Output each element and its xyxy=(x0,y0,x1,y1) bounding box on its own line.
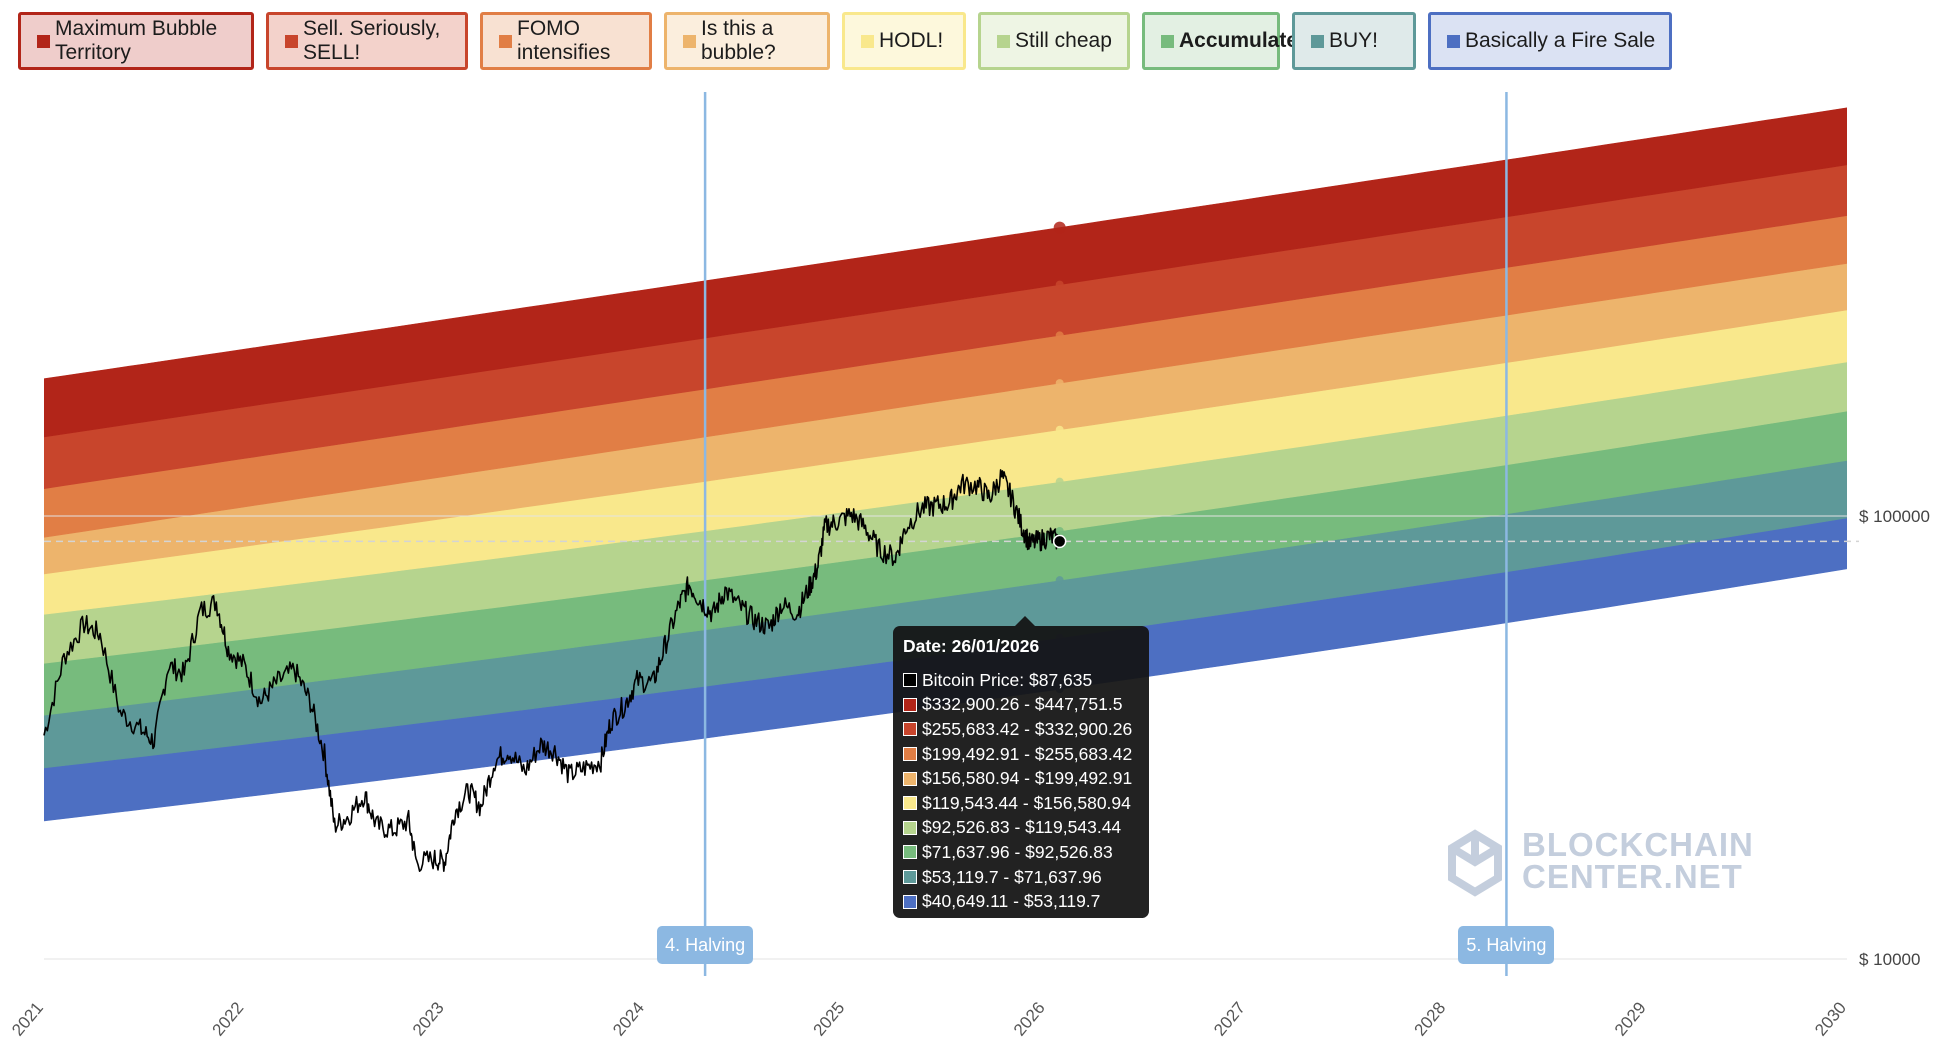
legend-label: Maximum Bubble Territory xyxy=(55,17,218,64)
legend-swatch-icon xyxy=(1447,34,1460,48)
tooltip-row-text: $199,492.91 - $255,683.42 xyxy=(922,743,1133,764)
legend-swatch-icon xyxy=(285,34,298,48)
tooltip-row: $53,119.7 - $71,637.96 xyxy=(903,865,1139,890)
tooltip-row-text: $71,637.96 - $92,526.83 xyxy=(922,841,1113,862)
x-tick-label: 2026 xyxy=(1010,998,1049,1039)
band-marker-dot xyxy=(1055,331,1064,340)
band-marker-dot xyxy=(1055,425,1064,434)
legend-toggle-3[interactable]: Is this a bubble? xyxy=(664,12,830,70)
x-tick-label: 2027 xyxy=(1210,998,1249,1039)
tooltip-date: Date: 26/01/2026 xyxy=(903,636,1040,656)
legend-swatch-icon xyxy=(499,34,512,48)
x-tick-label: 2022 xyxy=(209,998,248,1039)
band-marker-dot xyxy=(1055,280,1064,289)
legend-toggle-7[interactable]: BUY! xyxy=(1292,12,1416,70)
halving-label: 5. Halving xyxy=(1458,926,1555,964)
x-tick-label: 2021 xyxy=(8,998,47,1039)
tooltip-swatch-icon xyxy=(903,894,917,909)
x-tick-label: 2029 xyxy=(1611,998,1650,1039)
x-tick-label: 2028 xyxy=(1411,998,1450,1039)
x-tick-label: 2030 xyxy=(1811,998,1850,1039)
tooltip-swatch-icon xyxy=(903,697,917,712)
band-marker-dot xyxy=(1053,221,1066,234)
y-axis: $ 100000 $ 10000 xyxy=(1859,507,1930,969)
legend-toggle-0[interactable]: Maximum Bubble Territory xyxy=(18,12,254,70)
rainbow-band-8 xyxy=(44,107,1847,438)
legend-label: Is this a bubble? xyxy=(701,17,776,64)
tooltip-rows: Bitcoin Price: $87,635 $332,900.26 - $447… xyxy=(903,668,1139,914)
tooltip-row: $119,543.44 - $156,580.94 xyxy=(903,791,1139,816)
watermark-line-2: CENTER.NET xyxy=(1522,858,1743,895)
legend-label: Accumulate xyxy=(1179,29,1299,52)
hover-tooltip: Date: 26/01/2026 Bitcoin Price: $87,635 $… xyxy=(893,626,1149,918)
x-axis: 2021 2022 2023 2024 2025 2026 2027 2028 2029 2030 xyxy=(8,998,1850,1039)
bitcoin-price-line xyxy=(43,469,1061,872)
band-marker-dot xyxy=(1055,379,1064,388)
blockchaincenter-watermark: BLOCKCHAIN CENTER.NET xyxy=(1440,810,1753,910)
tooltip-row: $40,649.11 - $53,119.7 xyxy=(903,889,1139,914)
tooltip-row-text: Bitcoin Price: $87,635 xyxy=(922,669,1093,690)
legend-toggle-1[interactable]: Sell. Seriously, SELL! xyxy=(266,12,468,70)
tooltip-swatch-icon xyxy=(903,870,917,885)
y-tick-label: $ 100000 xyxy=(1859,507,1930,526)
x-tick-label: 2025 xyxy=(810,998,849,1039)
tooltip-swatch-icon xyxy=(903,820,917,835)
tooltip-row-text: $156,580.94 - $199,492.91 xyxy=(922,768,1133,789)
tooltip-row: $71,637.96 - $92,526.83 xyxy=(903,840,1139,865)
legend-label: Basically a Fire Sale xyxy=(1465,29,1656,52)
legend-toggle-4[interactable]: HODL! xyxy=(842,12,966,70)
current-price-marker xyxy=(1052,534,1067,549)
blockchaincenter-logo-icon xyxy=(1448,829,1502,897)
legend-swatch-icon xyxy=(1311,34,1324,48)
legend-label: Still cheap xyxy=(1015,29,1112,52)
band-marker-dot xyxy=(1055,576,1064,585)
legend-label: HODL! xyxy=(879,29,944,52)
legend-label: Sell. Seriously, SELL! xyxy=(303,17,441,64)
legend-toggle-8[interactable]: Basically a Fire Sale xyxy=(1428,12,1672,70)
tooltip-row-text: $53,119.7 - $71,637.96 xyxy=(922,866,1102,887)
legend-swatch-icon xyxy=(997,34,1010,48)
legend-toggle-5[interactable]: Still cheap xyxy=(978,12,1130,70)
band-marker-dot xyxy=(1055,526,1064,535)
halving-lines xyxy=(703,92,1508,976)
legend-swatch-icon xyxy=(683,34,696,48)
tooltip-swatch-icon xyxy=(903,845,917,860)
tooltip-swatch-icon xyxy=(903,722,917,737)
legend-swatch-icon xyxy=(1161,34,1174,48)
halving-label: 4. Halving xyxy=(657,926,754,964)
legend-toggle-2[interactable]: FOMO intensifies xyxy=(480,12,652,70)
rainbow-bands xyxy=(44,107,1847,822)
tooltip-swatch-icon xyxy=(903,673,917,688)
legend-swatch-icon xyxy=(37,34,50,48)
tooltip-row: $332,900.26 - $447,751.5 xyxy=(903,693,1139,718)
band-marker-dot xyxy=(1055,477,1064,486)
price-series xyxy=(43,469,1067,872)
legend-toggle-6[interactable]: Accumulate xyxy=(1142,12,1298,70)
tooltip-row-text: $119,543.44 - $156,580.94 xyxy=(922,792,1131,813)
legend-label: BUY! xyxy=(1329,29,1379,52)
tooltip-row-text: $332,900.26 - $447,751.5 xyxy=(922,694,1123,715)
tooltip-swatch-icon xyxy=(903,796,917,811)
tooltip-row-text: $92,526.83 - $119,543.44 xyxy=(922,817,1122,838)
legend-swatch-icon xyxy=(861,34,874,48)
x-tick-label: 2024 xyxy=(609,998,648,1039)
watermark-line-1: BLOCKCHAIN xyxy=(1522,826,1754,863)
tooltip-row: $199,492.91 - $255,683.42 xyxy=(903,742,1139,767)
legend-label: FOMO intensifies xyxy=(517,17,611,64)
tooltip-row-text: $255,683.42 - $332,900.26 xyxy=(922,718,1133,739)
x-tick-label: 2023 xyxy=(409,998,448,1039)
tooltip-row: Bitcoin Price: $87,635 xyxy=(903,668,1139,693)
tooltip-row: $92,526.83 - $119,543.44 xyxy=(903,816,1139,841)
tooltip-row-text: $40,649.11 - $53,119.7 xyxy=(922,891,1101,912)
tooltip-row: $255,683.42 - $332,900.26 xyxy=(903,717,1139,742)
tooltip-row: $156,580.94 - $199,492.91 xyxy=(903,766,1139,791)
tooltip-swatch-icon xyxy=(903,747,917,762)
y-tick-label: $ 10000 xyxy=(1859,950,1920,969)
tooltip-swatch-icon xyxy=(903,771,917,786)
tooltip-arrow xyxy=(1015,616,1035,626)
